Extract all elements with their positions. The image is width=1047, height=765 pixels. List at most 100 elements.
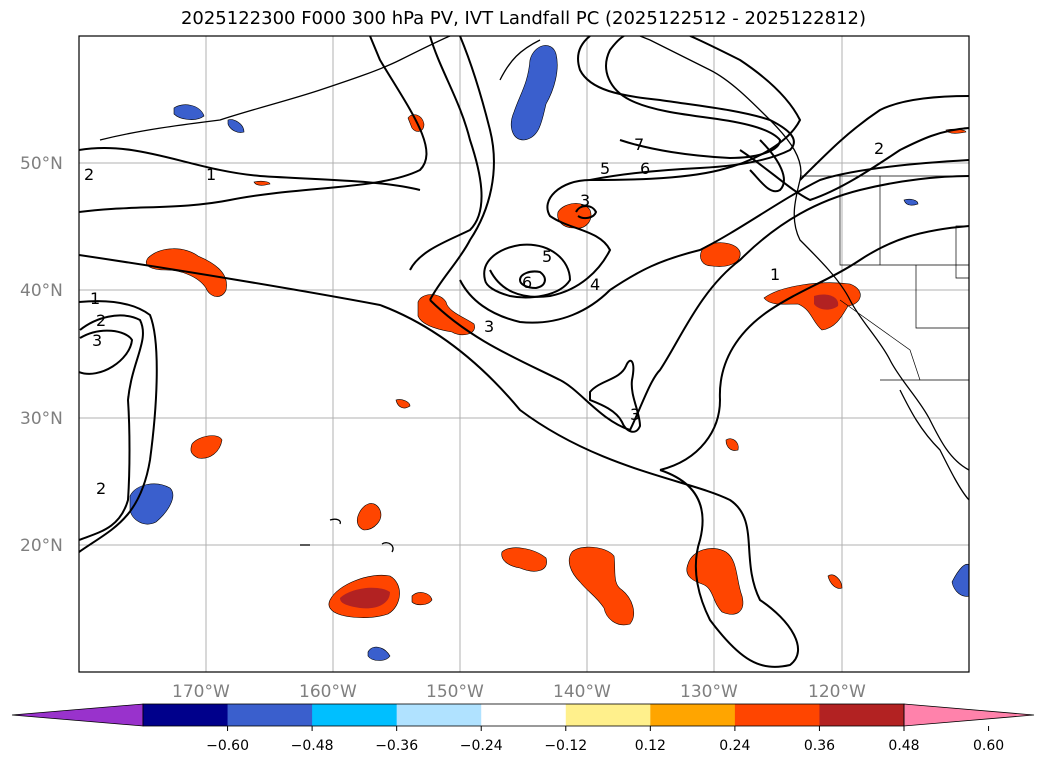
lon-label-130w: 130°W [680, 682, 738, 702]
colorbar-ticks: −0.60 −0.48 −0.36 −0.24 −0.12 0.12 0.24 0.36 0.4… [206, 726, 1004, 754]
pv-blob [501, 547, 547, 572]
contour-line [605, 36, 782, 160]
contour-line [79, 146, 421, 191]
colorbar-tick-label: −0.36 [375, 738, 418, 754]
colorbar-extend-left [11, 703, 144, 727]
pv-blob [173, 104, 205, 120]
contour-line [429, 36, 495, 301]
lat-label-30n: 30°N [20, 409, 63, 429]
contour-label: 6 [522, 273, 532, 292]
contour-line [749, 139, 785, 193]
contour-line [589, 359, 642, 433]
pv-blob [700, 242, 741, 267]
contour-label: 4 [590, 275, 600, 294]
pv-blob [411, 592, 433, 606]
contour-label: 6 [640, 159, 650, 178]
coastline [899, 389, 969, 501]
colorbar-cell [734, 704, 820, 726]
pv-blob [827, 574, 843, 589]
colorbar-cell [565, 704, 651, 726]
contour-label: 3 [580, 191, 590, 210]
colorbar-cell [143, 704, 229, 726]
pv-blob [356, 503, 382, 531]
pv-blob [367, 646, 391, 661]
pv-blob [568, 546, 634, 626]
plot-frame [78, 35, 970, 673]
contour-line [79, 254, 800, 668]
colorbar-cells [143, 704, 905, 726]
lat-labels: 20°N 30°N 40°N 50°N [20, 154, 63, 556]
coastline [99, 36, 451, 141]
lon-label-140w: 140°W [553, 682, 611, 702]
pv-blob [814, 294, 839, 310]
borders [800, 175, 969, 381]
colorbar-cell [481, 704, 567, 726]
pv-blob [903, 198, 919, 206]
colorbar-tick-label: 0.48 [888, 738, 919, 754]
contour-line [518, 270, 546, 290]
contour-label: 5 [600, 159, 610, 178]
colorbar-tick-label: −0.12 [544, 738, 587, 754]
border-line [839, 176, 969, 266]
contour-line [799, 95, 969, 181]
border-line [915, 265, 969, 329]
lat-label-40n: 40°N [20, 281, 63, 301]
lat-label-50n: 50°N [20, 154, 63, 174]
contour-label: 2 [96, 479, 106, 498]
pv-blob [725, 438, 739, 451]
lon-label-160w: 160°W [299, 682, 357, 702]
pv-positive-blobs [146, 114, 967, 626]
contour-label: 7 [634, 135, 644, 154]
contour-label: 5 [542, 247, 552, 266]
contour-line [79, 300, 158, 553]
contour-line [575, 205, 598, 220]
colorbar-cell [650, 704, 736, 726]
lon-labels: 170°W 160°W 150°W 140°W 130°W 120°W [172, 682, 866, 702]
colorbar-tick-label: −0.24 [460, 738, 503, 754]
colorbar-cell [819, 704, 905, 726]
lon-label-170w: 170°W [172, 682, 230, 702]
colorbar-tick-label: 0.36 [804, 738, 835, 754]
pv-blob [190, 435, 223, 459]
pv-blob [951, 563, 969, 597]
colorbar-tick-label: 0.60 [973, 738, 1004, 754]
border-line [839, 299, 921, 381]
contour-labels: 1 2 3 3 4 5 5 6 6 7 2 1 1 2 3 3 2 [84, 135, 884, 498]
border-line [955, 225, 969, 279]
map-title: 2025122300 F000 300 hPa PV, IVT Landfall… [180, 8, 867, 29]
pv-blob [227, 119, 245, 133]
contour-line [739, 127, 969, 202]
coastline [639, 36, 969, 471]
contour-label: 1 [90, 289, 100, 308]
contour-label: 2 [874, 139, 884, 158]
pv-blob [511, 45, 558, 141]
colorbar-extend-right [903, 703, 1035, 727]
contour-label: 3 [92, 331, 102, 350]
colorbar-tick-label: 0.12 [635, 738, 666, 754]
contour-line [409, 36, 483, 271]
contour-label: 1 [206, 165, 216, 184]
contour-label: 1 [770, 265, 780, 284]
pv-blob [146, 248, 227, 297]
pv-blob [763, 282, 861, 331]
contour-line [79, 314, 144, 541]
colorbar-tick-label: −0.48 [291, 738, 334, 754]
contour-label: 2 [96, 311, 106, 330]
colorbar-frame [142, 703, 905, 727]
pv-blob [340, 587, 390, 609]
coastline [381, 542, 394, 553]
contour-label: 2 [84, 165, 94, 184]
colorbar-cell [227, 704, 313, 726]
colorbar-cell [312, 704, 398, 726]
contour-line [429, 175, 969, 432]
pv-negative-blobs [129, 45, 969, 661]
lat-label-20n: 20°N [20, 536, 63, 556]
contour-line [79, 36, 428, 213]
colorbar: −0.60 −0.48 −0.36 −0.24 −0.12 0.12 0.24 0.36 0.4… [11, 703, 1035, 754]
ivt-contours [79, 36, 969, 668]
contour-line [459, 159, 969, 324]
coastline [329, 518, 342, 525]
pv-blob [253, 180, 271, 186]
colorbar-tick-label: 0.24 [719, 738, 750, 754]
